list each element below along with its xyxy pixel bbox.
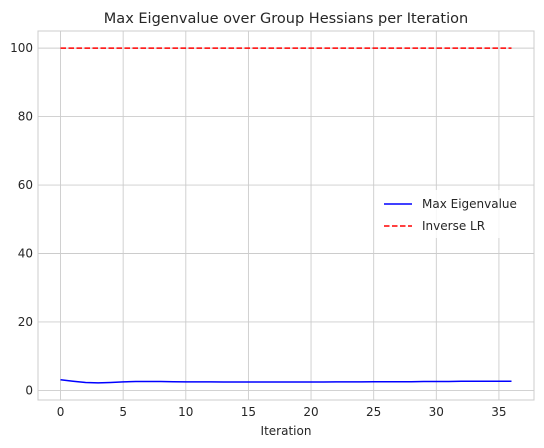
legend: Max Eigenvalue Inverse LR <box>376 190 522 238</box>
y-tick-label: 80 <box>18 110 33 124</box>
chart-title: Max Eigenvalue over Group Hessians per I… <box>104 11 468 27</box>
y-tick-label: 20 <box>18 315 33 329</box>
x-tick-label: 10 <box>178 405 193 419</box>
tick-labels: 0 5 10 15 20 25 30 35 0 20 40 60 80 100 <box>10 41 506 419</box>
y-tick-label: 60 <box>18 178 33 192</box>
x-tick-label: 35 <box>491 405 506 419</box>
series-line-max-eigenvalue <box>60 379 512 384</box>
x-axis-label: Iteration <box>261 424 312 438</box>
x-tick-label: 15 <box>241 405 256 419</box>
legend-label: Max Eigenvalue <box>422 197 517 211</box>
legend-box <box>376 190 522 238</box>
plot-frame <box>37 30 535 401</box>
x-tick-label: 5 <box>119 405 127 419</box>
y-tick-label: 40 <box>18 246 33 260</box>
x-tick-label: 25 <box>366 405 381 419</box>
legend-label: Inverse LR <box>422 219 485 233</box>
x-tick-label: 0 <box>57 405 65 419</box>
y-tick-label: 100 <box>10 41 33 55</box>
series-lines <box>60 47 512 384</box>
x-tick-label: 20 <box>303 405 318 419</box>
x-tick-label: 30 <box>429 405 444 419</box>
y-tick-label: 0 <box>25 383 33 397</box>
